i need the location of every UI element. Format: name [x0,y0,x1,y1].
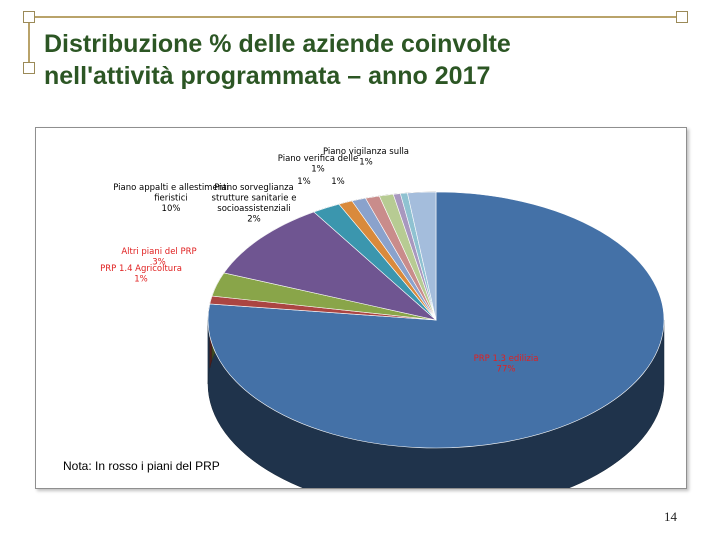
data-label-0-1: 77% [497,365,516,375]
data-label-4-3: 2% [247,215,261,225]
data-label-1-0: PRP 1.4 Agricoltura [100,264,182,274]
data-label-1-1: 1% [134,275,148,285]
pie-layer [207,191,665,488]
title-rule-vertical [28,16,30,68]
data-label-4-2: socioassistenziali [217,204,290,214]
data-label-7-0: 1% [331,177,345,187]
title-rule-horizontal [28,16,682,18]
data-label-4-1: strutture sanitarie e [212,194,297,204]
corner-square-top-right [676,11,688,23]
chart-note: Nota: In rosso i piani del PRP [63,459,220,473]
data-label-6-0: Piano verifica delle [278,154,358,164]
data-label-8-1: 1% [359,158,373,168]
data-label-3-1: fieristici [154,194,188,204]
data-label-8-0: Piano vigilanza sulla [323,147,409,157]
corner-square-bottom-left [23,62,35,74]
data-label-4-0: Piano sorveglianza [214,183,294,193]
slice-piano-appalti-e-allestimenti-fieristici [223,211,438,321]
slice-prp-1-3-edilizia [207,191,665,449]
data-label-6-1: 1% [311,165,325,175]
data-label-2-1: 3% [152,258,166,268]
chart-frame: PRP 1.3 edilizia 77% PRP 1.4 Agricoltura 1%… [35,127,687,489]
slide-title: Distribuzione % delle aziende coinvolte … [44,30,511,90]
data-label-3-0: Piano appalti e allestimenti [113,183,229,193]
data-label-2-0: Altri piani del PRP [121,247,196,257]
corner-square-top-left [23,11,35,23]
data-label-5-0: 1% [297,177,311,187]
page-number: 14 [664,509,677,524]
data-label-3-2: 10% [162,204,181,214]
slice-minor-11 [407,191,437,321]
data-label-0-0: PRP 1.3 edilizia [474,354,539,364]
